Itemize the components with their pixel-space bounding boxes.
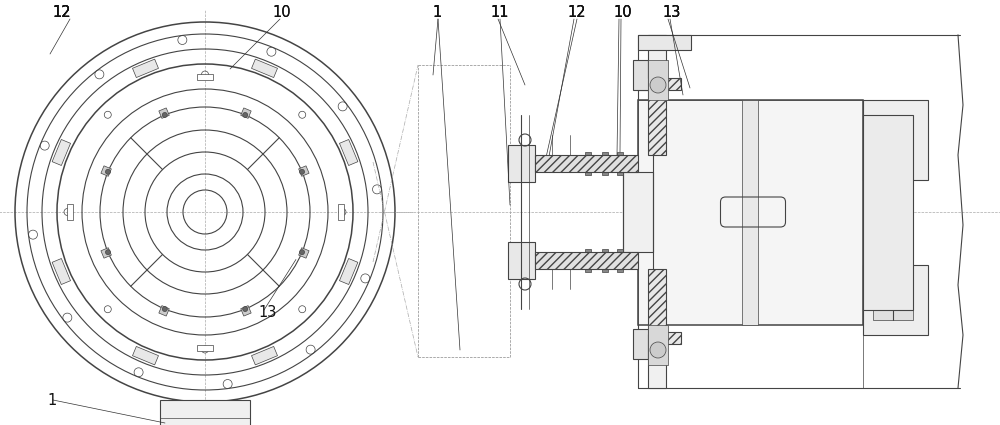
Bar [623, 172, 653, 252]
Circle shape [650, 342, 666, 358]
Circle shape [300, 169, 305, 174]
Polygon shape [52, 139, 71, 165]
Bar [648, 334, 666, 388]
Text: 13: 13 [662, 5, 680, 20]
Bar [585, 249, 591, 272]
Text: 10: 10 [613, 5, 632, 20]
Text: 12: 12 [567, 5, 586, 20]
Circle shape [243, 306, 248, 312]
Text: 12: 12 [52, 5, 71, 20]
Bar [638, 100, 863, 388]
Polygon shape [339, 258, 358, 284]
Polygon shape [197, 74, 213, 79]
Bar [602, 152, 608, 175]
Bar [873, 280, 913, 320]
Bar [585, 152, 591, 175]
Polygon shape [159, 108, 169, 119]
Circle shape [243, 113, 248, 117]
Polygon shape [101, 248, 111, 258]
Bar [638, 332, 681, 344]
Circle shape [162, 113, 167, 117]
Polygon shape [252, 346, 278, 365]
Text: 11: 11 [490, 5, 509, 20]
Text: 10: 10 [272, 5, 291, 20]
Bar [617, 249, 623, 272]
Circle shape [105, 169, 110, 174]
Bar [648, 90, 666, 155]
Text: 11: 11 [490, 5, 509, 20]
Text: 12: 12 [567, 5, 586, 20]
Polygon shape [339, 139, 358, 165]
Bar [648, 60, 668, 100]
Text: 10: 10 [613, 5, 632, 20]
Text: 1: 1 [47, 393, 56, 408]
Text: 13: 13 [662, 5, 680, 20]
Polygon shape [241, 306, 251, 316]
Text: 12: 12 [52, 5, 71, 20]
Circle shape [650, 77, 666, 93]
Bar [648, 35, 666, 78]
Bar [863, 100, 928, 180]
Text: 12: 12 [52, 5, 71, 20]
Polygon shape [101, 166, 111, 176]
Bar [160, 400, 250, 425]
Bar [617, 152, 623, 175]
Polygon shape [132, 59, 158, 77]
Circle shape [105, 249, 110, 255]
Text: 13: 13 [258, 305, 276, 320]
Bar [648, 325, 668, 365]
Text: 1: 1 [432, 5, 441, 20]
Text: 10: 10 [272, 5, 291, 20]
Bar [633, 60, 648, 90]
Bar [535, 155, 638, 172]
Bar [602, 249, 608, 272]
Polygon shape [66, 204, 72, 220]
Polygon shape [52, 258, 71, 284]
Bar [638, 35, 691, 50]
Text: 12: 12 [567, 5, 586, 20]
Polygon shape [252, 59, 278, 77]
Polygon shape [299, 166, 309, 176]
Bar [742, 100, 758, 325]
Text: 13: 13 [662, 5, 680, 20]
Bar [508, 242, 535, 279]
Text: 11: 11 [490, 5, 509, 20]
Text: 1: 1 [432, 5, 441, 20]
Polygon shape [159, 306, 169, 316]
Text: 1: 1 [432, 5, 441, 20]
Bar [890, 245, 896, 280]
Polygon shape [132, 346, 158, 365]
Bar [648, 269, 666, 334]
Bar [638, 100, 863, 325]
Text: 12: 12 [52, 5, 71, 20]
Bar [873, 125, 913, 165]
Bar [863, 265, 928, 335]
Circle shape [162, 306, 167, 312]
Bar [638, 78, 681, 90]
Bar [890, 180, 896, 215]
Bar [633, 329, 648, 359]
Bar [508, 145, 535, 182]
Polygon shape [241, 108, 251, 119]
Polygon shape [299, 248, 309, 258]
Bar [535, 252, 638, 269]
Polygon shape [197, 345, 213, 351]
Circle shape [300, 249, 305, 255]
Polygon shape [338, 204, 344, 220]
Bar [863, 115, 913, 310]
Text: 10: 10 [613, 5, 632, 20]
